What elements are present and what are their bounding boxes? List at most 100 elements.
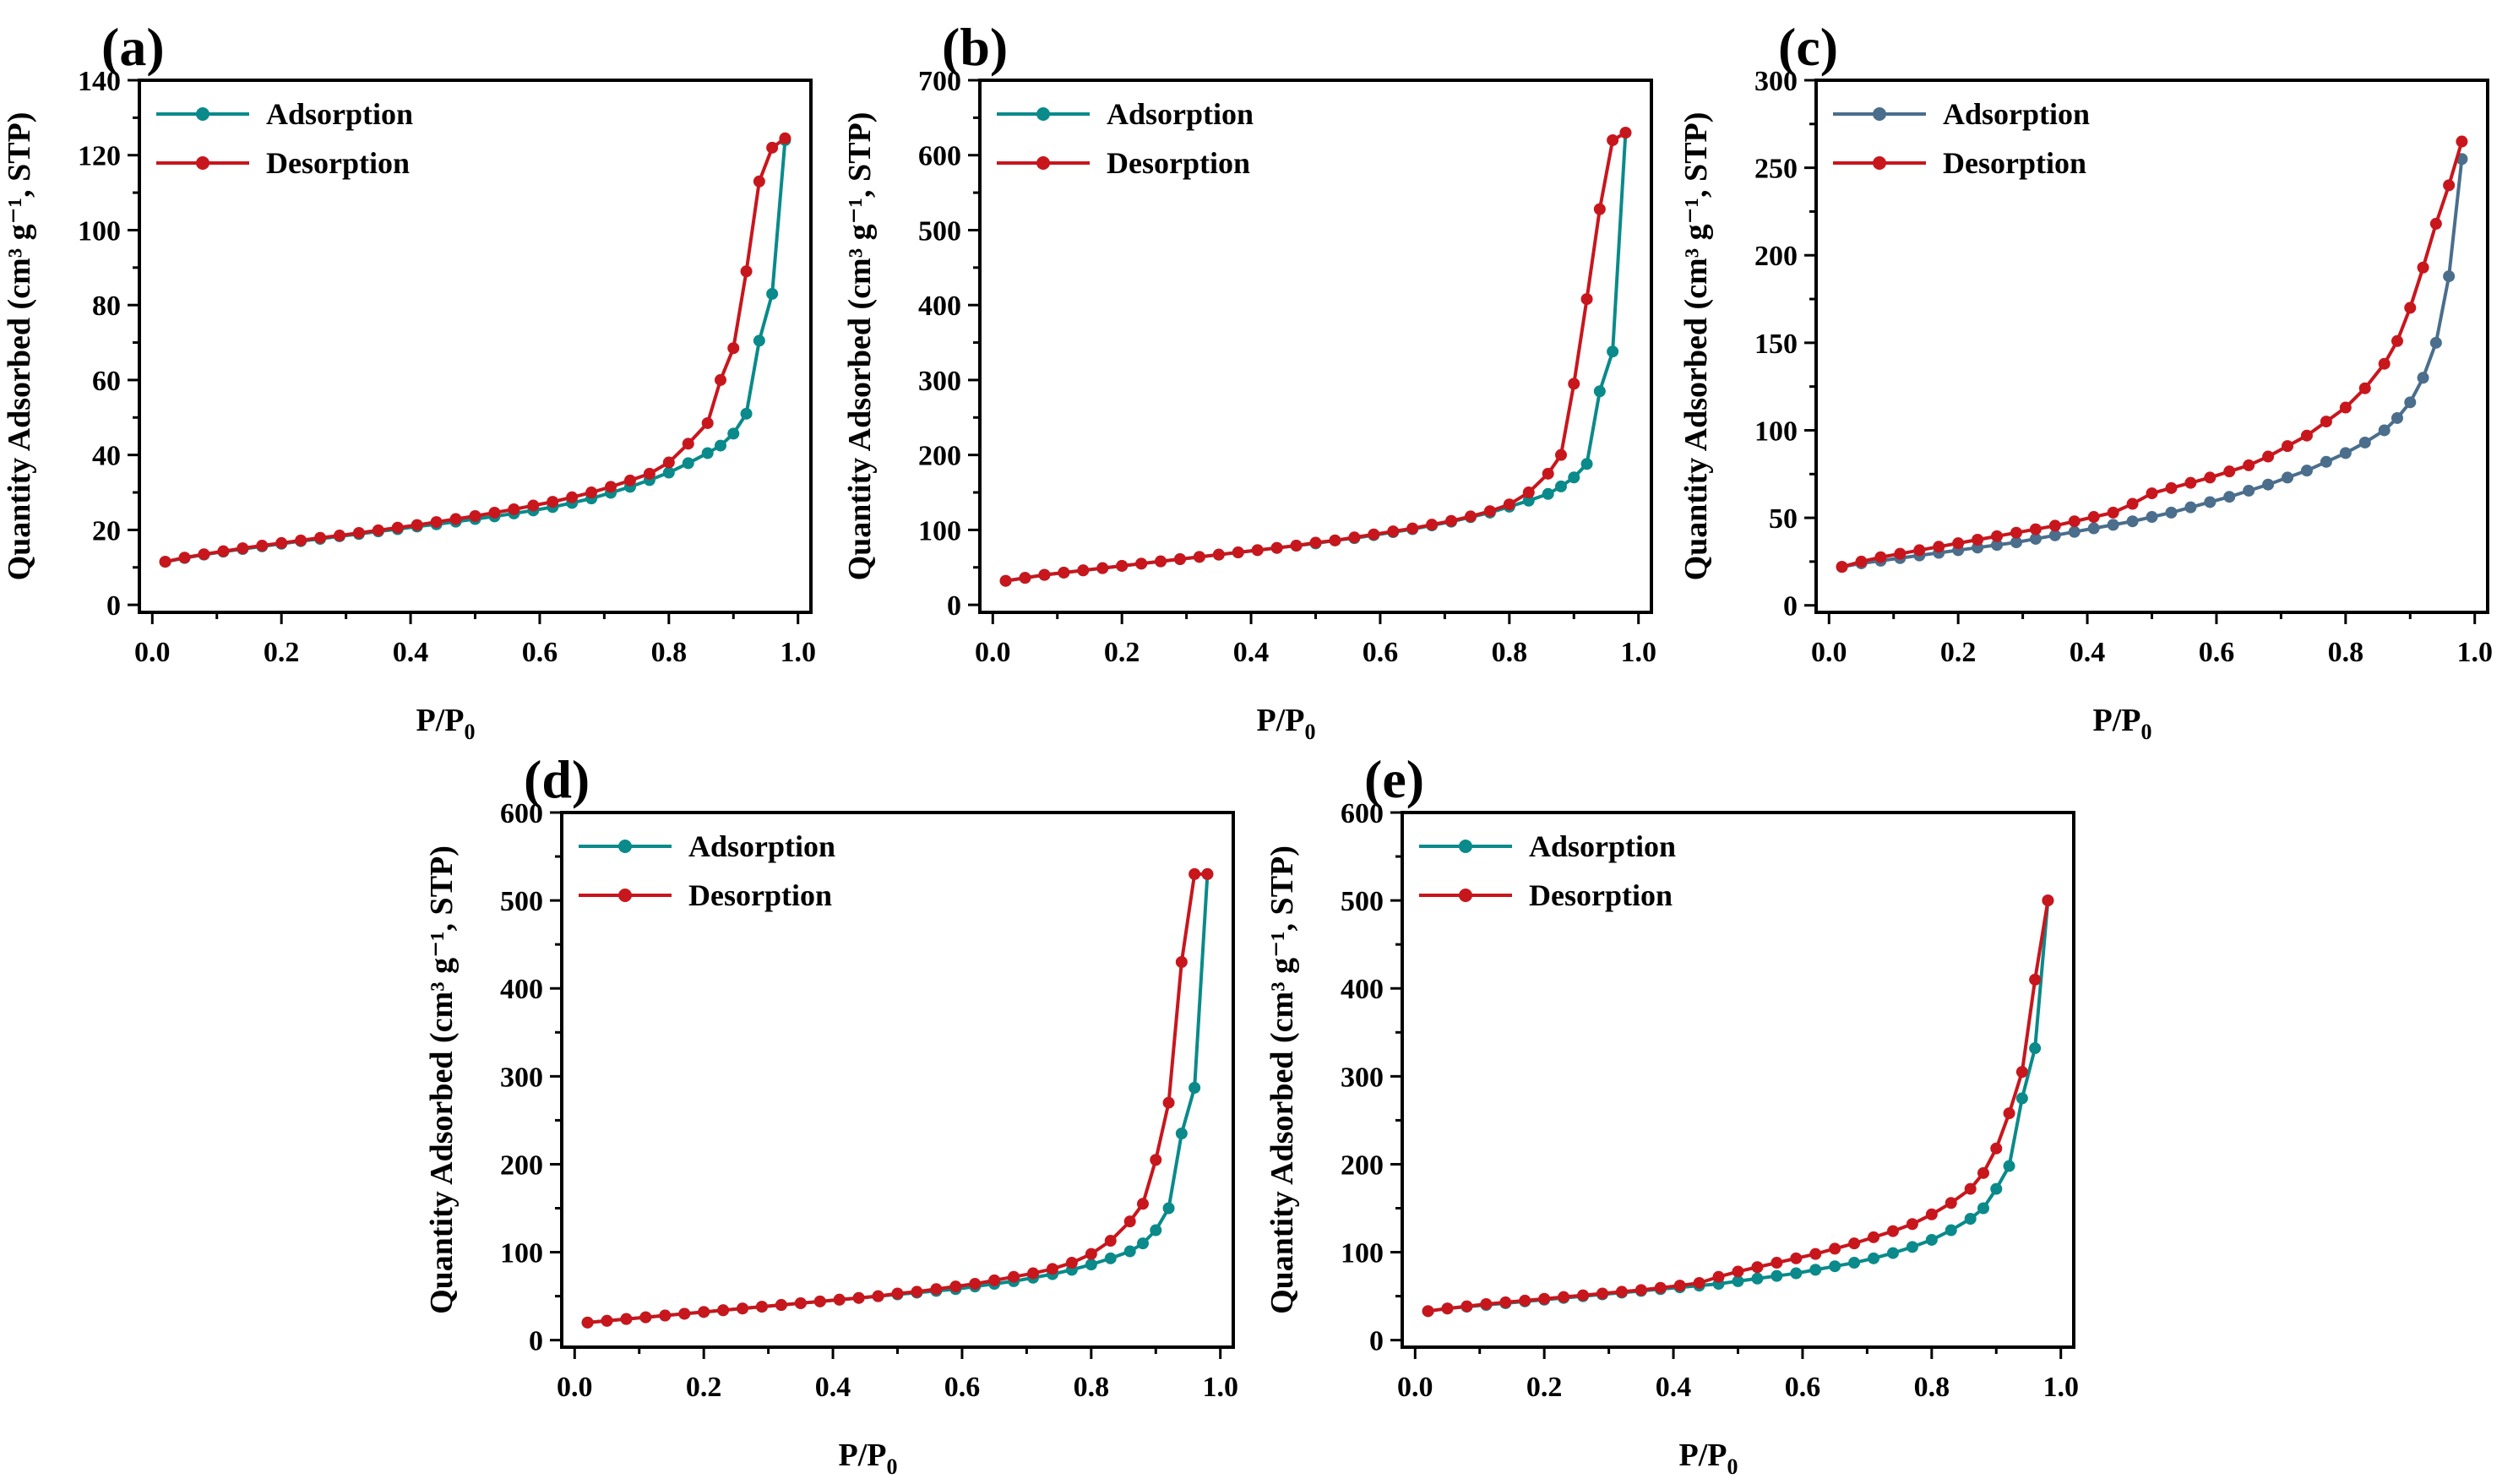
y-tick-label: 100 <box>1341 1238 1384 1269</box>
y-tick-label: 300 <box>1754 66 1798 97</box>
data-point <box>698 1306 710 1318</box>
x-tick-label: 0.6 <box>522 637 558 668</box>
y-axis-label: Quantity Adsorbed (cm³ g⁻¹, STP) <box>424 845 460 1314</box>
data-point <box>1155 555 1167 568</box>
data-point <box>2404 396 2417 409</box>
y-tick-label: 0 <box>947 590 961 622</box>
data-point <box>1607 133 1619 146</box>
data-point <box>1058 566 1070 579</box>
data-point <box>2223 465 2236 478</box>
data-point <box>2378 424 2391 437</box>
data-point <box>488 506 501 519</box>
data-point <box>1964 1182 1977 1195</box>
data-point <box>2029 532 2042 545</box>
x-tick-label: 0.6 <box>2199 637 2235 668</box>
data-point <box>1991 539 2004 552</box>
data-point <box>1096 562 1109 574</box>
legend-label: Adsorption <box>688 829 835 863</box>
series-desorption <box>1422 894 2054 1318</box>
x-tick-label: 0.4 <box>815 1372 851 1403</box>
y-tick-label: 300 <box>500 1062 543 1093</box>
data-point <box>1836 561 1848 573</box>
x-tick-label: 0.0 <box>557 1372 593 1403</box>
x-tick-label: 0.8 <box>1492 637 1528 668</box>
y-tick-label: 600 <box>918 141 961 172</box>
y-tick-label: 0 <box>1369 1326 1384 1357</box>
y-tick-label: 400 <box>1341 974 1384 1005</box>
data-point <box>2443 179 2456 192</box>
data-point <box>2068 525 2081 538</box>
data-point <box>1426 519 1439 531</box>
data-point <box>1422 1305 1434 1318</box>
data-point <box>1232 546 1244 559</box>
x-tick-label: 0.0 <box>1397 1372 1433 1403</box>
data-point <box>1499 1296 1512 1308</box>
data-point <box>2417 372 2429 384</box>
y-tick-label: 200 <box>500 1150 543 1181</box>
data-point <box>2146 511 2158 524</box>
data-point <box>1580 458 1593 470</box>
data-point <box>701 447 714 459</box>
data-point <box>714 373 726 386</box>
x-tick-label: 1.0 <box>2456 637 2493 668</box>
legend-marker <box>1459 889 1472 902</box>
data-point <box>2243 484 2255 497</box>
data-point <box>2003 1160 2015 1172</box>
legend-label: Adsorption <box>1107 97 1254 131</box>
x-tick-label: 0.0 <box>134 637 171 668</box>
chart-panel-4: (d) 0.0 0.2 0.4 0.6 0.8 1.0 0 100 200 300 400 500 600… <box>424 749 1238 1479</box>
data-point <box>1790 1267 1803 1280</box>
data-point <box>662 466 675 479</box>
data-point <box>581 1316 594 1329</box>
legend-label: Adsorption <box>1529 829 1676 863</box>
data-point <box>1868 1252 1880 1264</box>
data-point <box>1201 867 1214 880</box>
panel-label: (b) <box>942 17 1008 77</box>
data-point <box>1848 1257 1861 1269</box>
y-tick-label: 120 <box>78 141 121 172</box>
y-tick-label: 0 <box>1783 591 1798 622</box>
data-point <box>2165 481 2178 494</box>
legend-marker <box>196 156 209 170</box>
data-point <box>1104 1235 1117 1248</box>
y-tick-label: 40 <box>92 441 121 472</box>
data-point <box>682 457 694 470</box>
data-point <box>352 526 365 539</box>
data-point <box>295 534 307 546</box>
data-point <box>2146 487 2158 500</box>
legend-label: Desorption <box>1943 146 2086 180</box>
data-point <box>891 1287 904 1300</box>
data-point <box>1077 564 1090 577</box>
data-point <box>2029 973 2042 986</box>
y-tick-label: 200 <box>918 441 961 472</box>
x-tick-label: 1.0 <box>1202 1372 1238 1403</box>
data-point <box>1483 505 1496 518</box>
y-tick-label: 500 <box>918 215 961 247</box>
data-point <box>1368 528 1380 541</box>
y-tick-label: 600 <box>500 798 543 829</box>
data-point <box>662 456 675 469</box>
chart-panel-2: (b) 0.0 0.2 0.4 0.6 0.8 1.0 0 100 200 300 400 500 600… <box>842 17 1656 744</box>
x-tick-label: 0.2 <box>264 637 300 668</box>
data-point <box>1008 1270 1020 1283</box>
legend-label: Desorption <box>688 878 832 912</box>
legend-marker <box>196 107 209 121</box>
data-point <box>755 1301 768 1313</box>
data-point <box>2443 270 2456 283</box>
data-point <box>659 1309 672 1322</box>
data-point <box>372 524 384 536</box>
legend-marker <box>1873 107 1886 121</box>
y-axis-label: Quantity Adsorbed (cm³ g⁻¹, STP) <box>842 112 878 581</box>
panel-label: (a) <box>101 17 165 77</box>
data-point <box>2358 436 2371 448</box>
data-point <box>620 1313 633 1325</box>
data-point <box>2010 536 2022 549</box>
data-point <box>1593 385 1606 398</box>
data-point <box>547 496 559 508</box>
data-point <box>1809 1248 1822 1260</box>
data-point <box>2010 526 2022 539</box>
data-point <box>1329 534 1341 546</box>
x-tick-label: 0.8 <box>651 637 688 668</box>
y-axis-label: Quantity Adsorbed (cm³ g⁻¹, STP) <box>2 112 37 581</box>
data-point <box>2282 440 2294 453</box>
